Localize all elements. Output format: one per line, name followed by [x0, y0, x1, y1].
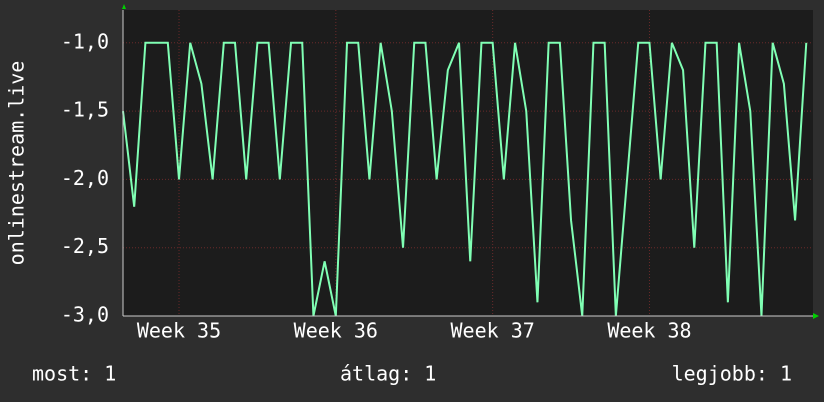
y-axis-arrow — [122, 4, 126, 9]
y-tick-label: -1,5 — [61, 98, 109, 122]
x-tick-label: Week 35 — [137, 319, 221, 343]
x-tick-label: Week 37 — [450, 319, 534, 343]
y-tick-label: -3,0 — [61, 303, 109, 327]
y-tick-label: -2,0 — [61, 166, 109, 190]
x-axis-arrow — [813, 313, 819, 319]
y-tick-label: -2,5 — [61, 234, 109, 258]
footer-best: legjobb: 1 — [672, 362, 792, 386]
footer-average: átlag: 1 — [340, 362, 436, 386]
plot-area — [123, 10, 813, 316]
y-tick-label: -1,0 — [61, 29, 109, 53]
y-axis-label: onlinestream.live — [5, 61, 29, 266]
series-line — [122, 41, 808, 317]
footer-current: most: 1 — [32, 362, 116, 386]
x-tick-label: Week 38 — [607, 319, 691, 343]
x-tick-label: Week 36 — [294, 319, 378, 343]
